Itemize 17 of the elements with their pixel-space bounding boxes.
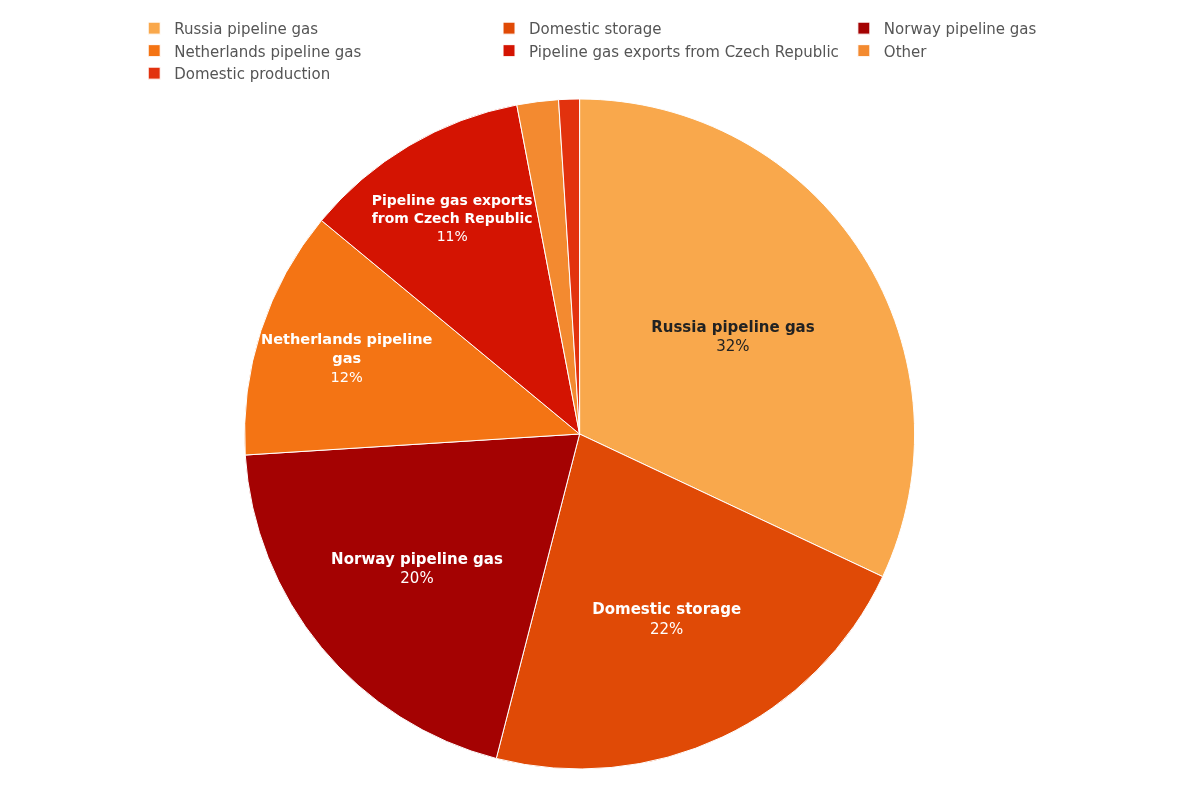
slice-label: Netherlands pipeline gas bbox=[261, 331, 433, 367]
legend-label: Russia pipeline gas bbox=[174, 20, 319, 38]
legend-label: Domestic storage bbox=[529, 20, 662, 38]
slice-label: Norway pipeline gas bbox=[331, 549, 503, 568]
slice-label: Domestic storage bbox=[592, 600, 742, 619]
data-label: 11% bbox=[436, 228, 468, 245]
data-label: 22% bbox=[650, 619, 684, 638]
legend-label: Netherlands pipeline gas bbox=[174, 42, 362, 61]
slice-label: Russia pipeline gas bbox=[651, 317, 815, 336]
data-label: 20% bbox=[400, 569, 434, 588]
legend-label: Pipeline gas exports from Czech Republic bbox=[529, 42, 839, 61]
legend-label: Domestic production bbox=[174, 65, 331, 83]
slice-label: Pipeline gas exports from Czech Republic bbox=[371, 192, 533, 227]
data-label: 12% bbox=[330, 369, 363, 386]
data-label: 32% bbox=[716, 337, 750, 356]
legend-label: Other bbox=[883, 42, 928, 61]
legend-label: Norway pipeline gas bbox=[883, 20, 1037, 38]
